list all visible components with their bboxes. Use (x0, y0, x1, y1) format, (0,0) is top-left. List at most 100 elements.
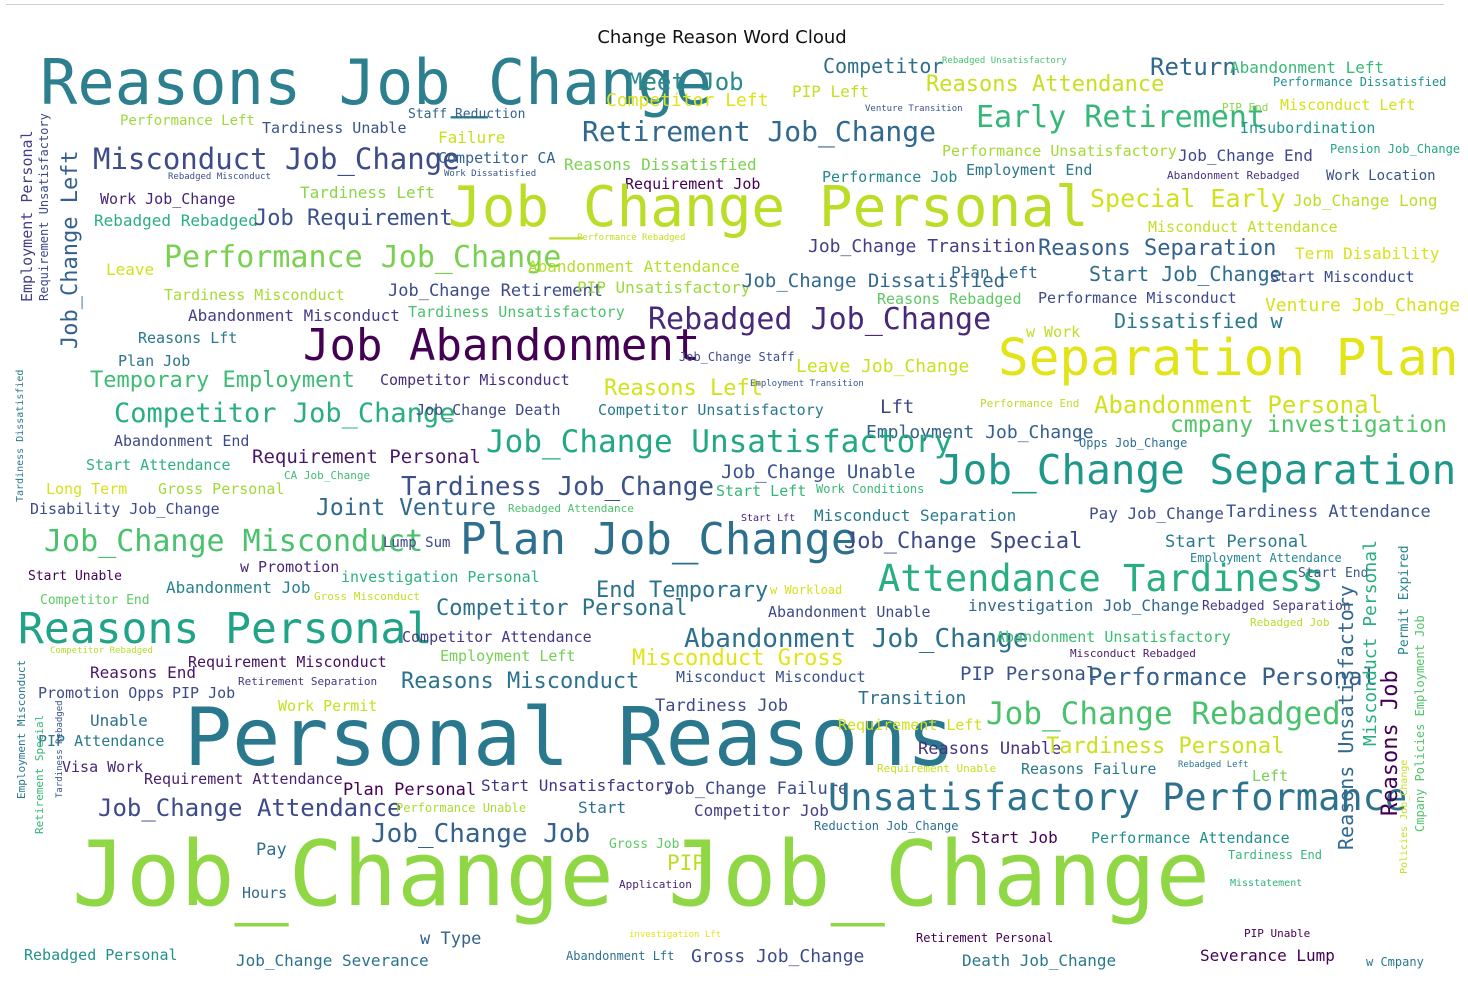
word-reasons-end: Reasons End (90, 663, 196, 682)
word-joint-venture: Joint Venture (316, 495, 497, 521)
word-performance-misconduct: Performance Misconduct (1038, 289, 1237, 307)
word-gross-personal: Gross Personal (158, 480, 285, 498)
word-pip-end: PIP End (1222, 101, 1269, 114)
word-pay: Pay (256, 840, 287, 860)
word-special-early: Special Early (1090, 184, 1286, 213)
word-start-left: Start Left (716, 482, 807, 500)
word-abandonment-unsatisfactory: Abandonment Unsatisfactory (996, 628, 1231, 646)
word-employment-misconduct: Employment Misconduct (15, 659, 28, 799)
word-reasons-unable: Reasons Unable (918, 739, 1062, 759)
word-misconduct-attendance: Misconduct Attendance (1148, 218, 1338, 236)
word-leave: Leave (106, 260, 155, 279)
word-opps-job-change: Opps Job_Change (1079, 436, 1188, 450)
word-tardiness-unable: Tardiness Unable (262, 119, 407, 137)
word-start-attendance: Start Attendance (86, 456, 231, 474)
word-rebadged-separation: Rebadged Separation (1202, 599, 1351, 614)
word-abandonment-end: Abandonment End (114, 432, 250, 450)
word-performance-job: Performance Job (822, 168, 958, 186)
word-tardiness-unsatisfactory: Tardiness Unsatisfactory (408, 303, 625, 321)
word-misconduct-left: Misconduct Left (1280, 96, 1416, 114)
word-w-work: w Work (1026, 323, 1081, 341)
word-plan-left: Plan Left (951, 263, 1038, 282)
word-investigation-lft: investigation Lft (629, 930, 722, 940)
word-tardiness-dissatisfied: Tardiness Dissatisfied (15, 369, 26, 502)
word-severance-lump: Severance Lump (1200, 946, 1335, 965)
word-performance-rebadged: Performance Rebadged (577, 233, 686, 243)
top-divider (6, 4, 1444, 5)
word-start-unsatisfactory: Start Unsatisfactory (481, 776, 674, 795)
word-start-misconduct: Start Misconduct (1270, 268, 1415, 286)
word-performance-left: Performance Left (120, 113, 255, 129)
word-pip: PIP (667, 851, 705, 875)
word-rebadged-left: Rebadged Left (1178, 760, 1249, 770)
word-application: Application (619, 878, 692, 891)
word-plan-job-change: Plan Job_Change (460, 514, 858, 565)
word-reasons-dissatisfied: Reasons Dissatisfied (564, 155, 757, 174)
word-pip-unsatisfactory: PIP Unsatisfactory (577, 278, 751, 297)
word-insubordination: Insubordination (1240, 119, 1376, 137)
word-job-change-severance: Job_Change Severance (236, 951, 429, 970)
word-competitor-unsatisfactory: Competitor Unsatisfactory (598, 401, 824, 419)
word-employment-transition: Employment Transition (750, 379, 864, 389)
word-reasons-failure: Reasons Failure (1021, 760, 1157, 778)
word-abandonment-attendance: Abandonment Attendance (528, 257, 740, 276)
word-employment-job-change: Employment Job_Change (866, 422, 1094, 443)
word-competitor-rebadged: Competitor Rebadged (50, 646, 153, 656)
word-start-end: Start End (1298, 566, 1369, 581)
word-job-change-separation: Job_Change Separation (938, 446, 1457, 494)
word-long-term: Long Term (46, 480, 128, 498)
word-requirement-unsatisfactory: Requirement Unsatisfactory (37, 113, 51, 301)
word-tardiness-job-change: Tardiness Job_Change (401, 472, 715, 502)
word-investigation-job-change: investigation Job_Change (968, 596, 1200, 615)
word-gross-misconduct: Gross Misconduct (314, 590, 420, 603)
word-transition: Transition (858, 688, 967, 709)
word-job-change-special: Job_Change Special (844, 529, 1083, 554)
word-retirement-job-change: Retirement Job_Change (582, 115, 937, 148)
word-w-type: w Type (420, 929, 482, 949)
word-reasons-attendance: Reasons Attendance (926, 72, 1165, 97)
word-w-workload: w Workload (770, 583, 843, 597)
word-abandonment-left: Abandonment Left (1230, 58, 1385, 77)
word-competitor-job-change: Competitor Job_Change (114, 398, 456, 429)
word-reasons-job-change: Reasons Job_Change (40, 46, 712, 119)
word-unable: Unable (90, 711, 148, 730)
word-policies-job-change: Policies Job_Change (1399, 759, 1410, 874)
word-abandonment-job: Abandonment Job (166, 578, 311, 597)
word-abandonment-misconduct: Abandonment Misconduct (188, 306, 400, 325)
word-misconduct-separation: Misconduct Separation (814, 506, 1017, 525)
word-start: Start (578, 798, 627, 817)
word-retirement-special: Retirement Special (33, 714, 46, 834)
word-performance-job-change: Performance Job_Change (164, 240, 562, 275)
word-job-change-staff: Job_Change Staff (679, 350, 795, 364)
word-job-change-retirement: Job_Change Retirement (388, 281, 603, 301)
word-attendance-tardiness: Attendance Tardiness (878, 557, 1324, 600)
word-abandonment-unable: Abandonment Unable (768, 603, 931, 621)
word-personal-reasons: Personal Reasons (184, 691, 955, 784)
word-abandonment-personal: Abandonment Personal (1094, 391, 1383, 419)
word-investigation-personal: investigation Personal (341, 568, 540, 586)
word-work-location: Work Location (1326, 168, 1436, 184)
word-work-dissatisfied: Work Dissatisfied (444, 169, 537, 179)
word-job-change-unable: Job_Change Unable (721, 461, 916, 483)
word-pip-left: PIP Left (792, 82, 870, 101)
word-meet-job: Meet Job (628, 68, 744, 96)
word-pay-job-change: Pay Job_Change (1089, 504, 1224, 523)
word-start-lft: Start Lft (741, 513, 796, 524)
word-performance-dissatisfied: Performance Dissatisfied (1273, 75, 1447, 89)
word-rebadged-unsatisfactory: Rebadged Unsatisfactory (942, 56, 1067, 66)
word-rebadged-misconduct: Rebadged Misconduct (168, 172, 271, 182)
word-requirement-attendance: Requirement Attendance (144, 770, 343, 788)
word-retirement-separation: Retirement Separation (238, 675, 378, 688)
word-gross-job-change: Gross Job_Change (691, 946, 865, 967)
word-job-change-misconduct: Job_Change Misconduct (44, 524, 424, 559)
word-promotion-opps: Promotion Opps (38, 684, 165, 702)
word-performance-personal: Performance Personal (1088, 663, 1377, 691)
word-tardiness-misconduct: Tardiness Misconduct (164, 286, 345, 304)
word-lump-sum: Lump Sum (383, 535, 451, 551)
word-cmpany-policies-employment-job: Cmpany Policies Employment Job (1413, 615, 1427, 832)
word-tardiness-rebadged: Tardiness Rebadged (55, 700, 65, 798)
word-return: Return (1150, 53, 1237, 81)
word-employment-end: Employment End (966, 161, 1093, 179)
word-misconduct-misconduct: Misconduct Misconduct (676, 668, 866, 686)
